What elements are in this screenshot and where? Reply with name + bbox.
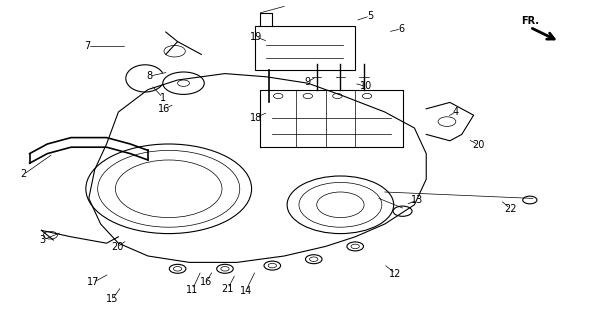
Text: 12: 12	[390, 268, 401, 279]
Text: 7: 7	[85, 41, 91, 52]
Text: 4: 4	[453, 107, 459, 117]
Text: 20: 20	[111, 242, 123, 252]
Text: 8: 8	[146, 71, 152, 81]
Text: 11: 11	[186, 284, 198, 295]
Text: 17: 17	[88, 277, 99, 287]
Text: 18: 18	[250, 113, 262, 123]
Text: 19: 19	[250, 32, 262, 42]
Text: 9: 9	[305, 76, 311, 87]
Text: FR.: FR.	[521, 16, 539, 26]
Text: 21: 21	[222, 284, 234, 294]
Text: 20: 20	[472, 140, 484, 150]
Text: 3: 3	[40, 235, 46, 245]
Text: 10: 10	[360, 81, 372, 92]
Text: 6: 6	[398, 24, 404, 34]
Text: 2: 2	[21, 169, 27, 180]
Text: 22: 22	[504, 204, 517, 214]
Text: 14: 14	[240, 286, 252, 296]
Text: 16: 16	[200, 277, 212, 287]
Text: 13: 13	[411, 195, 423, 205]
Text: 5: 5	[367, 11, 373, 21]
Text: 16: 16	[159, 104, 170, 114]
Text: 1: 1	[160, 92, 166, 103]
Text: 15: 15	[107, 294, 118, 304]
